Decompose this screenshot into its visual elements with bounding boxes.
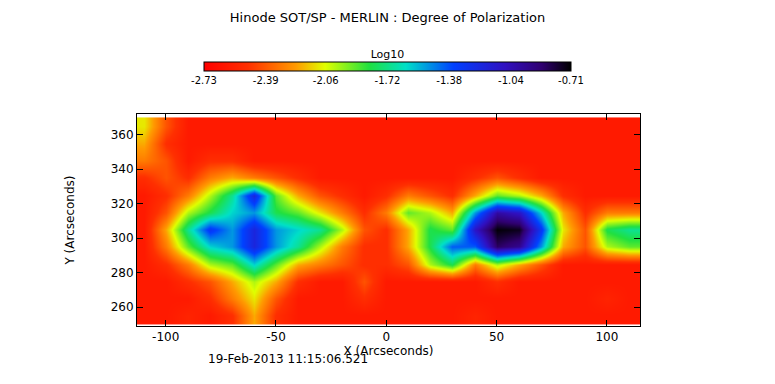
svg-text:-100: -100 xyxy=(152,330,179,344)
svg-text:-0.71: -0.71 xyxy=(558,75,584,86)
svg-text:-2.73: -2.73 xyxy=(191,75,217,86)
svg-text:360: 360 xyxy=(111,128,134,142)
svg-text:0: 0 xyxy=(382,330,390,344)
svg-text:340: 340 xyxy=(111,162,134,176)
svg-text:Y (Arcseconds): Y (Arcseconds) xyxy=(63,175,77,265)
svg-text:19-Feb-2013 11:15:06.521: 19-Feb-2013 11:15:06.521 xyxy=(208,352,368,366)
svg-text:-1.72: -1.72 xyxy=(375,75,401,86)
svg-text:Log10: Log10 xyxy=(371,48,405,61)
svg-text:-50: -50 xyxy=(266,330,286,344)
svg-text:320: 320 xyxy=(111,197,134,211)
svg-text:-1.04: -1.04 xyxy=(498,75,524,86)
svg-text:100: 100 xyxy=(595,330,618,344)
svg-text:-2.06: -2.06 xyxy=(313,75,339,86)
svg-text:260: 260 xyxy=(111,300,134,314)
svg-text:-2.39: -2.39 xyxy=(253,75,279,86)
svg-text:X (Arcseconds): X (Arcseconds) xyxy=(344,344,434,358)
svg-text:Hinode SOT/SP - MERLIN : Degre: Hinode SOT/SP - MERLIN : Degree of Polar… xyxy=(230,10,545,25)
svg-text:280: 280 xyxy=(111,266,134,280)
svg-text:300: 300 xyxy=(111,231,134,245)
svg-text:50: 50 xyxy=(489,330,504,344)
svg-text:-1.38: -1.38 xyxy=(436,75,462,86)
